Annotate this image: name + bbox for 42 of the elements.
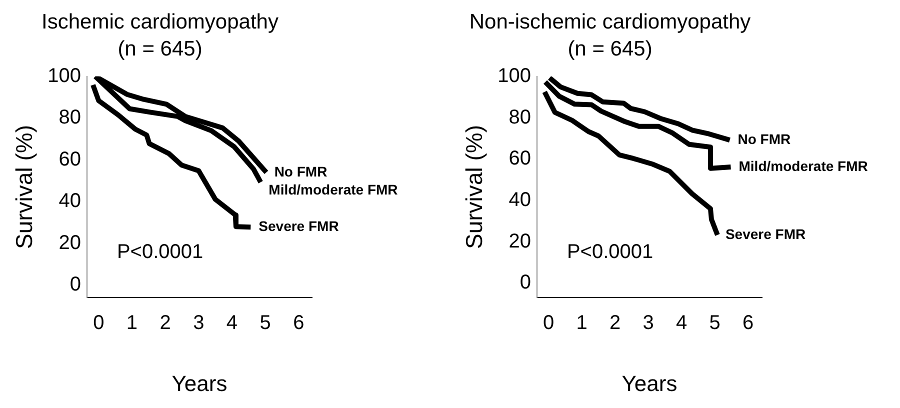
y-tick-label: 40	[508, 188, 531, 211]
y-tick-label: 0	[70, 274, 81, 296]
y-tick-label: 20	[508, 230, 531, 252]
x-tick-label: 4	[226, 312, 238, 334]
y-tick-label: 40	[58, 190, 81, 212]
x-tick-label: 6	[293, 312, 304, 334]
x-tick-label: 6	[742, 312, 754, 334]
chart-subtitle: (n = 645)	[118, 38, 202, 61]
x-tick-label: 3	[193, 312, 204, 334]
series-label: Mild/moderate FMR	[738, 158, 868, 174]
x-axis-title: Years	[622, 370, 678, 396]
series-label: No FMR	[738, 130, 791, 147]
x-tick-label: 1	[576, 312, 588, 334]
y-tick-label: 80	[58, 106, 81, 129]
chart-title: Non-ischemic cardiomyopathy	[469, 10, 752, 34]
annotation: P<0.0001	[116, 241, 204, 264]
y-tick-label: 100	[498, 64, 531, 87]
chart-subtitle: (n = 645)	[568, 38, 652, 61]
x-tick-label: 1	[126, 312, 138, 334]
y-tick-label: 100	[48, 64, 81, 87]
x-tick-label: 0	[543, 312, 554, 334]
series-label: No FMR	[274, 163, 328, 180]
y-axis-title: Survival (%)	[11, 125, 38, 249]
y-tick-label: 60	[58, 148, 81, 170]
x-axis-title: Years	[172, 370, 228, 396]
y-tick-label: 60	[508, 148, 531, 170]
x-tick-label: 3	[642, 312, 654, 334]
series-label: Mild/moderate FMR	[268, 181, 398, 198]
y-axis-title: Survival (%)	[461, 125, 488, 249]
x-tick-label: 2	[610, 312, 621, 334]
chart-title: Ischemic cardiomyopathy	[42, 10, 279, 34]
x-tick-label: 2	[160, 312, 171, 334]
x-tick-label: 5	[260, 312, 271, 334]
y-tick-label: 80	[508, 106, 531, 128]
x-tick-label: 4	[676, 312, 688, 334]
annotation: P<0.0001	[566, 241, 654, 264]
x-tick-label: 5	[709, 312, 720, 334]
series-label: Severe FMR	[725, 226, 806, 242]
x-tick-label: 0	[93, 312, 104, 334]
series-label: Severe FMR	[258, 218, 339, 234]
y-tick-label: 0	[520, 272, 531, 294]
y-tick-label: 20	[58, 232, 81, 254]
